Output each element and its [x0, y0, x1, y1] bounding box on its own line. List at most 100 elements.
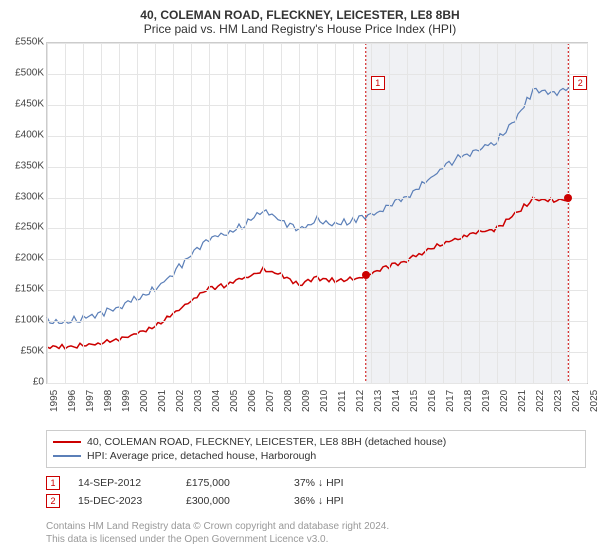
xtick-label: 2006 — [247, 390, 258, 412]
xtick-label: 2014 — [391, 390, 402, 412]
gridline-v — [47, 43, 48, 383]
series-hpi — [47, 88, 569, 324]
gridline-v — [137, 43, 138, 383]
sale-dot — [362, 271, 370, 279]
gridline-v — [587, 43, 588, 383]
legend-item: HPI: Average price, detached house, Harb… — [53, 449, 579, 463]
gridline-v — [299, 43, 300, 383]
sale-marker-box: 1 — [371, 76, 385, 90]
gridline-v — [65, 43, 66, 383]
xtick-label: 2017 — [445, 390, 456, 412]
chart-title: 40, COLEMAN ROAD, FLECKNEY, LEICESTER, L… — [0, 0, 600, 22]
chart-subtitle: Price paid vs. HM Land Registry's House … — [0, 22, 600, 40]
xtick-label: 2022 — [535, 390, 546, 412]
xtick-label: 1999 — [121, 390, 132, 412]
ytick-label: £200K — [15, 253, 44, 264]
table-row: 1 14-SEP-2012 £175,000 37% ↓ HPI — [46, 474, 586, 492]
gridline-h — [47, 383, 587, 384]
sale-delta: 37% ↓ HPI — [294, 477, 384, 489]
xtick-label: 2007 — [265, 390, 276, 412]
chart-container: 40, COLEMAN ROAD, FLECKNEY, LEICESTER, L… — [0, 0, 600, 560]
xtick-label: 1996 — [67, 390, 78, 412]
xtick-label: 2003 — [193, 390, 204, 412]
xtick-label: 2011 — [337, 390, 348, 412]
xtick-label: 2019 — [481, 390, 492, 412]
sale-price: £300,000 — [186, 495, 276, 507]
ytick-label: £500K — [15, 67, 44, 78]
sale-price: £175,000 — [186, 477, 276, 489]
gridline-v — [263, 43, 264, 383]
series-price_paid — [47, 194, 569, 348]
footer-line: This data is licensed under the Open Gov… — [46, 533, 389, 546]
gridline-v — [533, 43, 534, 383]
sale-delta: 36% ↓ HPI — [294, 495, 384, 507]
gridline-v — [281, 43, 282, 383]
xtick-label: 2008 — [283, 390, 294, 412]
xtick-label: 2001 — [157, 390, 168, 412]
xtick-label: 1997 — [85, 390, 96, 412]
xtick-label: 2005 — [229, 390, 240, 412]
ytick-label: £300K — [15, 191, 44, 202]
gridline-v — [461, 43, 462, 383]
xtick-label: 2025 — [589, 390, 600, 412]
gridline-v — [497, 43, 498, 383]
gridline-v — [83, 43, 84, 383]
xtick-label: 2002 — [175, 390, 186, 412]
xtick-label: 1998 — [103, 390, 114, 412]
gridline-v — [209, 43, 210, 383]
gridline-v — [173, 43, 174, 383]
ytick-label: £150K — [15, 284, 44, 295]
xtick-label: 2004 — [211, 390, 222, 412]
gridline-v — [551, 43, 552, 383]
ytick-label: £450K — [15, 98, 44, 109]
gridline-v — [515, 43, 516, 383]
sales-table: 1 14-SEP-2012 £175,000 37% ↓ HPI 2 15-DE… — [46, 474, 586, 510]
sale-marker-icon: 1 — [46, 476, 60, 490]
ytick-label: £50K — [21, 346, 44, 357]
xtick-label: 2012 — [355, 390, 366, 412]
xtick-label: 2013 — [373, 390, 384, 412]
legend-swatch — [53, 455, 81, 457]
gridline-v — [191, 43, 192, 383]
legend: 40, COLEMAN ROAD, FLECKNEY, LEICESTER, L… — [46, 430, 586, 468]
gridline-v — [569, 43, 570, 383]
gridline-v — [227, 43, 228, 383]
gridline-v — [155, 43, 156, 383]
sale-dot — [564, 194, 572, 202]
gridline-v — [101, 43, 102, 383]
xtick-label: 2009 — [301, 390, 312, 412]
ytick-label: £250K — [15, 222, 44, 233]
ytick-label: £100K — [15, 315, 44, 326]
legend-item: 40, COLEMAN ROAD, FLECKNEY, LEICESTER, L… — [53, 435, 579, 449]
legend-swatch — [53, 441, 81, 443]
sale-date: 14-SEP-2012 — [78, 477, 168, 489]
sale-marker-icon: 2 — [46, 494, 60, 508]
xtick-label: 2023 — [553, 390, 564, 412]
gridline-v — [407, 43, 408, 383]
ytick-label: £550K — [15, 37, 44, 48]
xtick-label: 2015 — [409, 390, 420, 412]
xtick-label: 2020 — [499, 390, 510, 412]
xtick-label: 1995 — [49, 390, 60, 412]
gridline-v — [389, 43, 390, 383]
gridline-v — [353, 43, 354, 383]
xtick-label: 2021 — [517, 390, 528, 412]
xtick-label: 2024 — [571, 390, 582, 412]
gridline-v — [335, 43, 336, 383]
gridline-v — [317, 43, 318, 383]
ytick-label: £0 — [33, 377, 44, 388]
gridline-v — [443, 43, 444, 383]
xtick-label: 2018 — [463, 390, 474, 412]
gridline-v — [425, 43, 426, 383]
gridline-v — [119, 43, 120, 383]
xtick-label: 2016 — [427, 390, 438, 412]
legend-label: 40, COLEMAN ROAD, FLECKNEY, LEICESTER, L… — [87, 436, 446, 448]
gridline-v — [245, 43, 246, 383]
plot-area: 12 — [46, 42, 588, 384]
table-row: 2 15-DEC-2023 £300,000 36% ↓ HPI — [46, 492, 586, 510]
xtick-label: 2000 — [139, 390, 150, 412]
ytick-label: £400K — [15, 129, 44, 140]
footer-line: Contains HM Land Registry data © Crown c… — [46, 520, 389, 533]
footer-attribution: Contains HM Land Registry data © Crown c… — [46, 520, 389, 546]
gridline-v — [371, 43, 372, 383]
